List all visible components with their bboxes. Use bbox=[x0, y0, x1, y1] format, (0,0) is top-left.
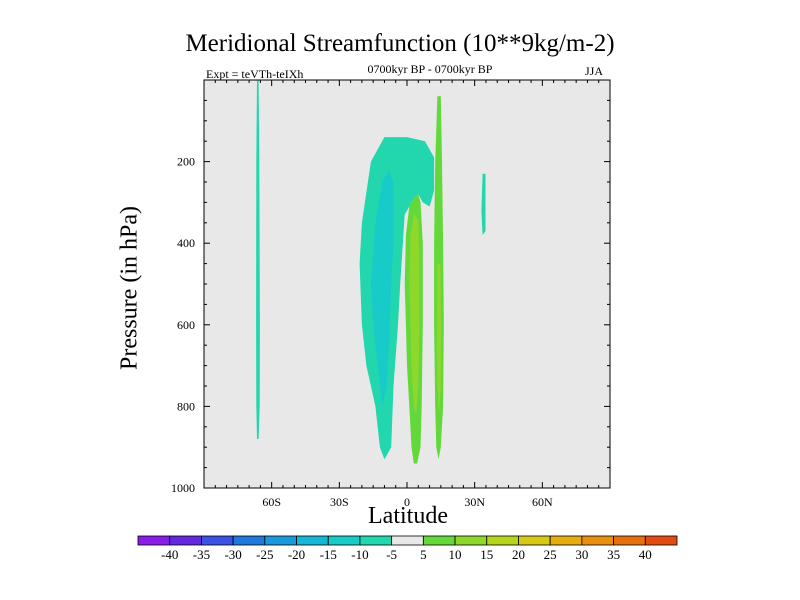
x-tick-label: 60S bbox=[262, 495, 281, 509]
colorbar-label: 5 bbox=[420, 547, 427, 562]
colorbar-box bbox=[264, 535, 297, 546]
colorbar-label: 25 bbox=[544, 547, 557, 562]
expt-label: Expt = teVTh-teIXh bbox=[206, 67, 304, 81]
y-axis: 200 400 600 800 1000 bbox=[171, 79, 610, 495]
colorbar-label: -20 bbox=[288, 547, 305, 562]
x-axis: 60S 30S 0 30N 60N bbox=[203, 80, 611, 509]
colorbar-box bbox=[232, 535, 266, 546]
colorbar-box bbox=[422, 535, 456, 546]
colorbar-box bbox=[169, 535, 202, 546]
colorbar-box bbox=[201, 535, 234, 546]
colorbar-label: -30 bbox=[224, 547, 241, 562]
colorbar-box bbox=[581, 535, 614, 546]
y-tick-label: 800 bbox=[177, 399, 195, 413]
y-tick-label: 1000 bbox=[171, 481, 195, 495]
x-axis-title: Latitude bbox=[368, 503, 448, 529]
x-tick-label: 0 bbox=[404, 495, 410, 509]
colorbar-box bbox=[327, 535, 361, 546]
contour-region-7 bbox=[436, 263, 442, 415]
contour-region-3 bbox=[481, 173, 486, 235]
chart-subtitle: 0700kyr BP - 0700kyr BP bbox=[367, 62, 493, 76]
colorbar-label: 20 bbox=[512, 547, 525, 562]
contour-regions bbox=[256, 80, 486, 464]
colorbar-label: 35 bbox=[607, 547, 620, 562]
y-tick-label: 400 bbox=[177, 236, 195, 250]
season-label: JJA bbox=[585, 64, 604, 78]
colorbar-box bbox=[644, 535, 678, 546]
y-tick-label: 600 bbox=[177, 318, 195, 332]
colorbar-label: -40 bbox=[161, 547, 178, 562]
colorbar-label: 40 bbox=[639, 547, 652, 562]
colorbar-label: -25 bbox=[256, 547, 273, 562]
x-tick-label: 60N bbox=[532, 495, 553, 509]
colorbar: -40 -35 -30 -25 -20 -15 -10 -5 5 10 15 20 25 30 35 40 bbox=[137, 535, 678, 562]
x-tick-label: 30S bbox=[330, 495, 349, 509]
colorbar-box bbox=[137, 535, 171, 546]
x-tick-label: 30N bbox=[464, 495, 485, 509]
colorbar-label: -5 bbox=[386, 547, 397, 562]
colorbar-box bbox=[518, 535, 551, 546]
colorbar-label: -10 bbox=[351, 547, 368, 562]
colorbar-box bbox=[391, 535, 424, 546]
y-tick-label: 200 bbox=[177, 155, 195, 169]
colorbar-label: 30 bbox=[575, 547, 588, 562]
colorbar-box bbox=[454, 535, 488, 546]
contour-region-0 bbox=[256, 80, 260, 439]
colorbar-label: -35 bbox=[193, 547, 210, 562]
colorbar-box bbox=[359, 535, 393, 546]
contour-region-2 bbox=[370, 169, 394, 407]
colorbar-label: 15 bbox=[480, 547, 493, 562]
colorbar-label: 10 bbox=[449, 547, 462, 562]
colorbar-label: -15 bbox=[320, 547, 337, 562]
colorbar-box bbox=[486, 535, 519, 546]
contour-region-5 bbox=[409, 214, 420, 415]
chart-title: Meridional Streamfunction (10**9kg/m-2) bbox=[185, 30, 615, 57]
colorbar-box bbox=[613, 535, 646, 546]
colorbar-box bbox=[296, 535, 329, 546]
colorbar-box bbox=[549, 535, 583, 546]
